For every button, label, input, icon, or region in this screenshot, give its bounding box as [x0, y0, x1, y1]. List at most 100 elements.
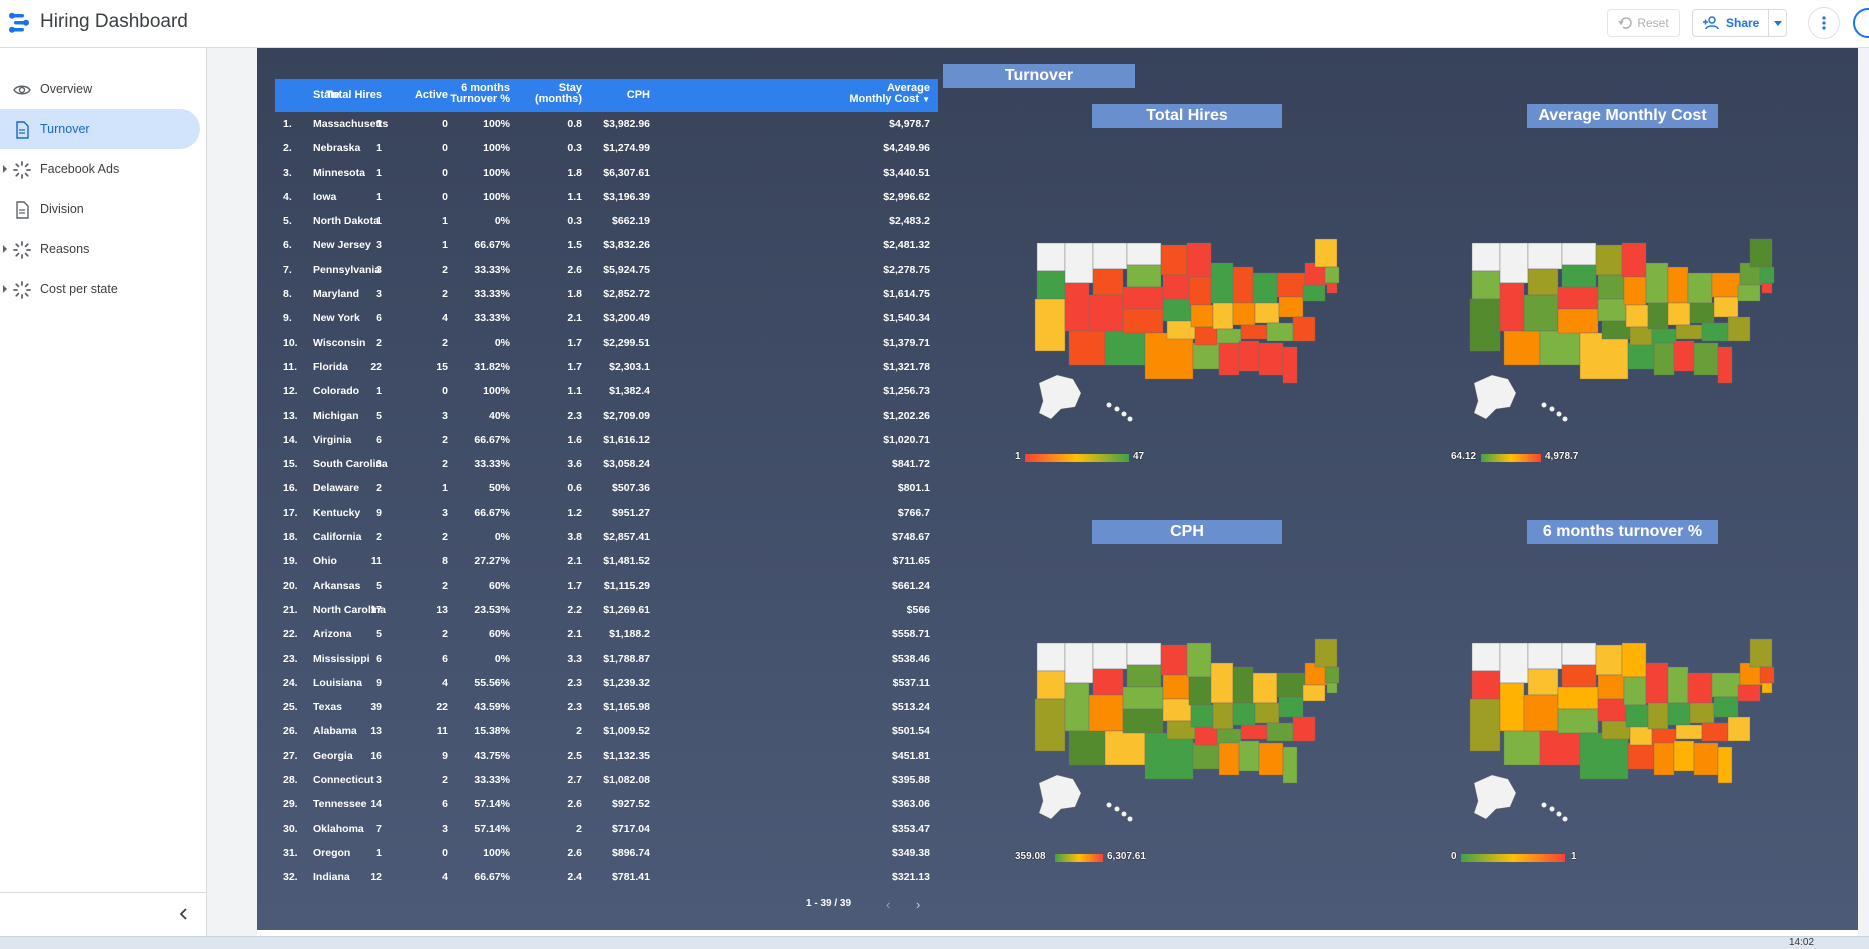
table-row[interactable]: 11. Florida 22 15 31.82% 1.7 $2,303.1 $1,321.78	[275, 355, 938, 379]
table-row[interactable]: 13. Michigan 5 3 40% 2.3 $2,709.09 $1,202.26	[275, 404, 938, 428]
hawaii-shape[interactable]	[1541, 802, 1547, 808]
table-row[interactable]: 20. Arkansas 5 2 60% 1.7 $1,115.29 $661.24	[275, 574, 938, 598]
state-shape[interactable]	[1673, 740, 1695, 772]
state-shape[interactable]	[1064, 242, 1094, 284]
state-shape[interactable]	[1717, 346, 1733, 384]
state-shape[interactable]	[1621, 642, 1647, 678]
expand-caret-icon[interactable]	[3, 165, 7, 173]
state-shape[interactable]	[1527, 642, 1563, 670]
state-shape[interactable]	[1759, 666, 1775, 684]
state-shape[interactable]	[1711, 672, 1741, 698]
state-shape[interactable]	[1595, 244, 1623, 276]
state-shape[interactable]	[1266, 722, 1294, 742]
hawaii-shape[interactable]	[1549, 406, 1555, 412]
state-shape[interactable]	[1629, 726, 1653, 746]
state-shape[interactable]	[1232, 266, 1254, 304]
state-shape[interactable]	[1523, 294, 1559, 332]
state-shape[interactable]	[1258, 342, 1284, 376]
state-shape[interactable]	[1621, 242, 1647, 278]
sidebar-item-division[interactable]: Division	[0, 189, 200, 229]
state-shape[interactable]	[1282, 346, 1298, 384]
state-shape[interactable]	[1192, 342, 1220, 370]
state-shape[interactable]	[1597, 674, 1625, 700]
state-shape[interactable]	[1539, 330, 1581, 366]
prev-page-icon[interactable]: ‹	[886, 897, 891, 912]
state-shape[interactable]	[1503, 330, 1541, 366]
state-shape[interactable]	[1557, 286, 1599, 310]
state-shape[interactable]	[1717, 746, 1733, 784]
state-shape[interactable]	[1194, 726, 1218, 746]
state-shape[interactable]	[1471, 270, 1501, 300]
state-shape[interactable]	[1232, 302, 1256, 326]
hawaii-shape[interactable]	[1562, 416, 1568, 422]
table-row[interactable]: 30. Oklahoma 7 3 57.14% 2 $717.04 $353.47	[275, 817, 938, 841]
table-row[interactable]: 21. North Carolina 17 13 23.53% 2.2 $1,269.61 $…	[275, 598, 938, 622]
next-page-icon[interactable]: ›	[916, 897, 921, 912]
state-shape[interactable]	[1162, 274, 1190, 300]
table-row[interactable]: 8. Maryland 3 2 33.33% 1.8 $2,852.72 $1,614.75	[275, 282, 938, 306]
state-shape[interactable]	[1737, 284, 1761, 302]
state-shape[interactable]	[1122, 686, 1164, 710]
state-shape[interactable]	[1092, 268, 1124, 296]
state-shape[interactable]	[1557, 686, 1599, 710]
state-shape[interactable]	[1645, 262, 1669, 304]
state-shape[interactable]	[1623, 676, 1647, 706]
state-shape[interactable]	[1687, 672, 1713, 704]
state-shape[interactable]	[1216, 328, 1242, 344]
state-shape[interactable]	[1667, 266, 1689, 304]
hawaii-shape[interactable]	[1562, 816, 1568, 822]
state-shape[interactable]	[1188, 676, 1212, 706]
state-shape[interactable]	[1595, 644, 1623, 676]
state-shape[interactable]	[1036, 270, 1066, 300]
state-shape[interactable]	[1667, 702, 1691, 726]
table-row[interactable]: 10. Wisconsin 2 2 0% 1.7 $2,299.51 $1,379.71	[275, 331, 938, 355]
state-shape[interactable]	[1034, 698, 1066, 752]
state-shape[interactable]	[1693, 342, 1719, 376]
expand-caret-icon[interactable]	[3, 245, 7, 253]
table-row[interactable]: 24. Louisiana 9 4 55.56% 2.3 $1,239.32 $537.11	[275, 671, 938, 695]
state-shape[interactable]	[1713, 696, 1739, 718]
state-shape[interactable]	[1104, 730, 1146, 766]
table-row[interactable]: 22. Arizona 5 2 60% 2.1 $1,188.2 $558.71	[275, 622, 938, 646]
state-shape[interactable]	[1188, 276, 1212, 306]
state-shape[interactable]	[1126, 264, 1162, 288]
state-shape[interactable]	[1693, 742, 1719, 776]
state-shape[interactable]	[1282, 746, 1298, 784]
alaska-shape[interactable]	[1473, 774, 1517, 820]
sidebar-item-turnover[interactable]: Turnover	[0, 109, 200, 149]
state-shape[interactable]	[1627, 742, 1655, 770]
state-shape[interactable]	[1689, 702, 1715, 724]
share-dropdown[interactable]	[1768, 10, 1786, 36]
table-row[interactable]: 14. Virginia 6 2 66.67% 1.6 $1,616.12 $1,020.71	[275, 428, 938, 452]
state-shape[interactable]	[1212, 702, 1234, 730]
more-options-button[interactable]	[1808, 7, 1840, 39]
table-row[interactable]: 12. Colorado 1 0 100% 1.1 $1,382.4 $1,256.73	[275, 379, 938, 403]
hawaii-shape[interactable]	[1121, 811, 1127, 817]
state-shape[interactable]	[1324, 666, 1340, 684]
state-shape[interactable]	[1160, 244, 1188, 276]
state-shape[interactable]	[1651, 328, 1677, 344]
state-shape[interactable]	[1625, 704, 1649, 728]
state-shape[interactable]	[1092, 668, 1124, 696]
state-shape[interactable]	[1088, 694, 1124, 732]
state-shape[interactable]	[1561, 242, 1597, 266]
state-shape[interactable]	[1238, 740, 1260, 772]
hawaii-shape[interactable]	[1541, 402, 1547, 408]
header-avg-cost[interactable]: Average Monthly Cost ▼	[849, 83, 930, 105]
state-shape[interactable]	[1557, 308, 1599, 334]
state-shape[interactable]	[1645, 662, 1669, 704]
state-shape[interactable]	[1240, 324, 1268, 340]
table-row[interactable]: 3. Minnesota 1 0 100% 1.8 $6,307.61 $3,440.51	[275, 161, 938, 185]
state-shape[interactable]	[1527, 242, 1563, 270]
state-shape[interactable]	[1122, 308, 1164, 334]
alaska-shape[interactable]	[1038, 774, 1082, 820]
state-shape[interactable]	[1499, 682, 1525, 732]
data-studio-logo-icon[interactable]	[6, 10, 32, 36]
table-row[interactable]: 5. North Dakota 1 1 0% 0.3 $662.19 $2,483.2	[275, 209, 938, 233]
table-row[interactable]: 32. Indiana 12 4 66.67% 2.4 $781.41 $321.13	[275, 865, 938, 889]
state-shape[interactable]	[1737, 684, 1761, 702]
state-shape[interactable]	[1539, 730, 1581, 766]
hawaii-shape[interactable]	[1127, 816, 1133, 822]
state-shape[interactable]	[1627, 342, 1655, 370]
state-shape[interactable]	[1499, 282, 1525, 332]
